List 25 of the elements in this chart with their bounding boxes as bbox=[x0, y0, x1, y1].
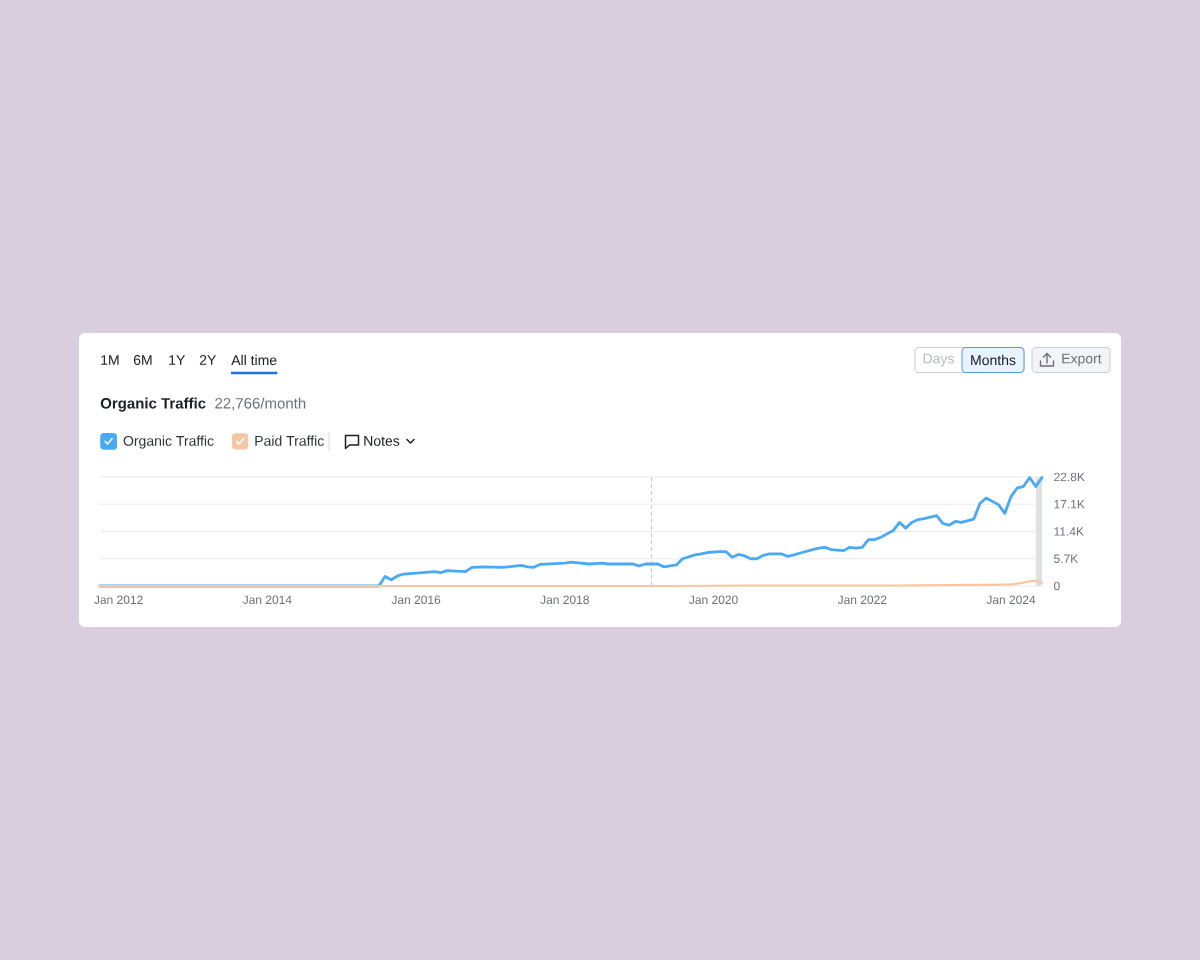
y-tick-label: 0 bbox=[1054, 581, 1060, 591]
text: Months bbox=[971, 354, 1016, 366]
text: All time bbox=[231, 354, 277, 366]
x-tick-label: Jan 2016 bbox=[391, 595, 441, 605]
x-tick-label: Jan 2014 bbox=[242, 595, 292, 605]
y-tick-label: 22.8K bbox=[1054, 472, 1085, 482]
y-tick-label: 11.4K bbox=[1054, 527, 1084, 536]
legend-label: Paid Traffic bbox=[255, 435, 324, 446]
text: Days bbox=[923, 353, 954, 367]
text: 2Y bbox=[199, 355, 217, 365]
text: 1M bbox=[101, 355, 119, 365]
x-tick-label: Jan 2018 bbox=[540, 595, 589, 605]
text: 6M bbox=[133, 355, 152, 365]
text: Export bbox=[1062, 353, 1102, 367]
y-tick-label: 5.7K bbox=[1054, 554, 1079, 563]
text: Notes bbox=[364, 436, 400, 446]
text: 1Y bbox=[169, 355, 186, 365]
chart-title: Organic Traffic bbox=[100, 397, 206, 412]
x-tick-label: Jan 2022 bbox=[837, 595, 887, 605]
y-tick-label: 17.1K bbox=[1054, 500, 1085, 509]
legend-label: Organic Traffic bbox=[123, 435, 214, 449]
x-tick-label: Jan 2020 bbox=[689, 595, 738, 605]
x-tick-label: Jan 2024 bbox=[986, 595, 1036, 605]
chart-subtitle: 22,766/month bbox=[215, 397, 306, 411]
x-tick-label: Jan 2012 bbox=[94, 595, 143, 605]
